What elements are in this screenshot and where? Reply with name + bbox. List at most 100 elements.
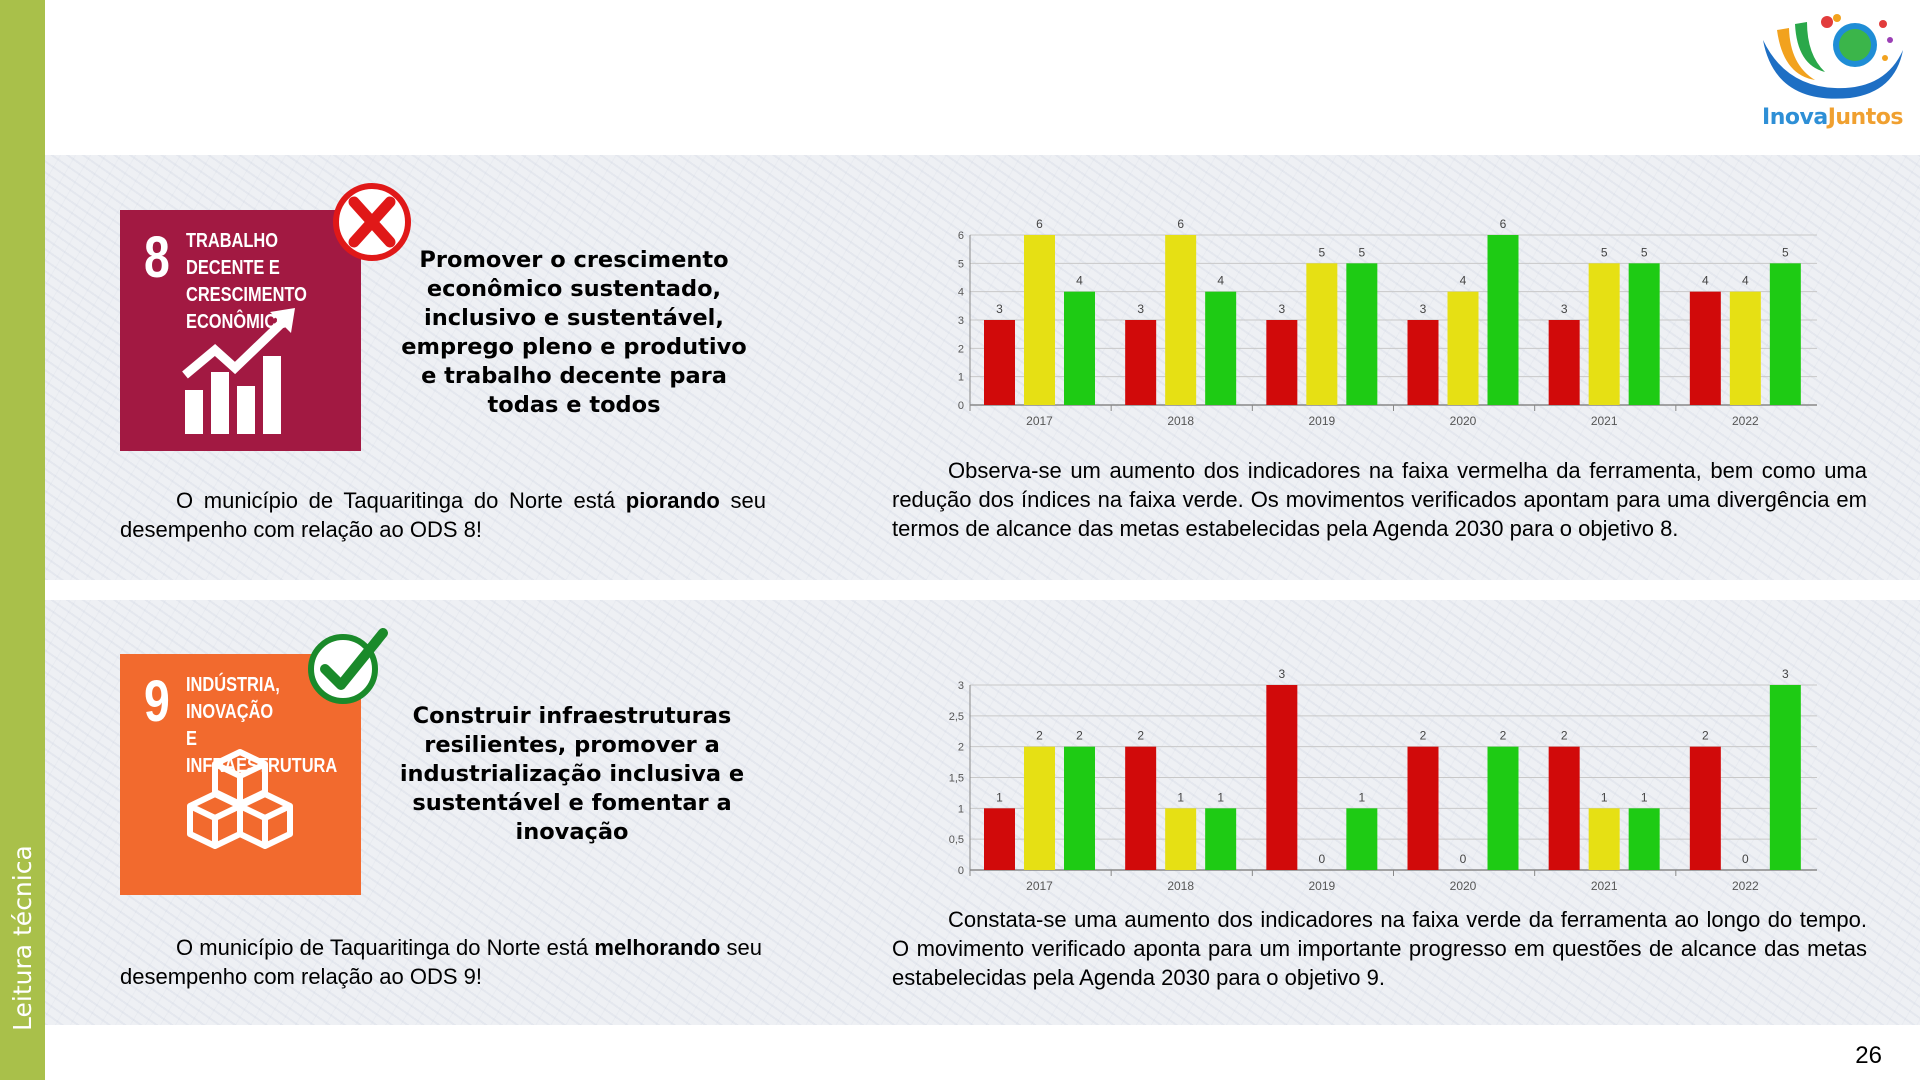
data-label: 3	[996, 302, 1003, 316]
data-label: 1	[996, 790, 1003, 804]
y-tick-label: 5	[958, 258, 964, 270]
x-tick-label: 2017	[1026, 879, 1053, 893]
cubes-icon	[187, 749, 293, 849]
data-label: 0	[1742, 852, 1749, 866]
ods8-analysis-text: Observa-se um aumento dos indicadores na…	[892, 458, 1867, 541]
y-tick-label: 6	[958, 230, 964, 242]
ods9-summary-post: seu desempenho com relação ao ODS 9!	[120, 935, 762, 989]
sidebar-label: Leitura técnica	[8, 845, 37, 1031]
bar	[1729, 291, 1761, 405]
x-tick-label: 2020	[1450, 879, 1477, 893]
bar	[1588, 808, 1620, 870]
growth-chart-icon	[182, 308, 295, 434]
data-label: 3	[1782, 667, 1789, 681]
bar	[1588, 263, 1620, 405]
data-label: 4	[1460, 274, 1467, 288]
data-label: 0	[1460, 852, 1467, 866]
ods9-analysis-text: Constata-se uma aumento dos indicadores …	[892, 907, 1867, 990]
y-tick-label: 0	[958, 865, 964, 877]
ods8-summary-bold: piorando	[625, 488, 720, 513]
bar	[1628, 808, 1660, 870]
sidebar: Leitura técnica	[0, 0, 45, 1080]
bar	[1024, 746, 1055, 870]
data-label: 1	[1358, 790, 1365, 804]
bar	[1266, 320, 1298, 405]
bar	[1769, 685, 1801, 870]
bar	[1346, 808, 1378, 870]
green-check-icon	[308, 628, 388, 704]
x-tick-label: 2018	[1167, 414, 1194, 428]
sdg9-number: 9	[144, 669, 170, 734]
bar	[1407, 320, 1439, 405]
y-tick-label: 1	[958, 372, 964, 384]
bar	[1165, 235, 1197, 405]
ods8-summary-pre: O município de Taquaritinga do Norte est…	[176, 488, 626, 513]
data-label: 2	[1036, 729, 1043, 743]
data-label: 4	[1217, 274, 1224, 288]
bar	[1205, 291, 1237, 405]
data-label: 4	[1742, 274, 1749, 288]
bar	[1487, 746, 1519, 870]
data-label: 6	[1500, 217, 1507, 231]
bar	[1548, 320, 1580, 405]
data-label: 1	[1641, 790, 1648, 804]
data-label: 3	[1420, 302, 1427, 316]
x-tick-label: 2019	[1308, 879, 1335, 893]
sdg8-tile: 8 TRABALHO DECENTE E CRESCIMENTO ECONÔMI…	[120, 210, 361, 451]
x-tick-label: 2018	[1167, 879, 1194, 893]
x-tick-label: 2022	[1732, 414, 1759, 428]
ods9-summary-pre: O município de Taquaritinga do Norte est…	[176, 935, 595, 960]
bar	[1769, 263, 1801, 405]
ods8-analysis: Observa-se um aumento dos indicadores na…	[892, 456, 1867, 543]
data-label: 5	[1782, 245, 1789, 259]
data-label: 2	[1500, 729, 1507, 743]
bar	[1548, 746, 1580, 870]
bar	[1064, 291, 1095, 405]
bar	[1306, 263, 1338, 405]
bar	[1447, 291, 1479, 405]
ods8-bar-chart: 0 1 2 3 4 5 6 3 6 4 2017 3 6 4 2018 3 5 5 2019 3 4 6 2020 3 5 5 20…	[958, 217, 1817, 428]
x-tick-label: 2019	[1308, 414, 1335, 428]
data-label: 5	[1318, 245, 1325, 259]
data-label: 3	[1137, 302, 1144, 316]
ods8-goal-text: Promover o crescimento econômico sustent…	[401, 247, 747, 418]
inova-juntos-logo: InovaJuntos	[1755, 10, 1910, 135]
bar	[1689, 291, 1721, 405]
bar	[1407, 746, 1439, 870]
bar	[984, 808, 1015, 870]
y-tick-label: 3	[958, 680, 964, 692]
y-tick-label: 2	[958, 742, 964, 754]
y-tick-label: 4	[958, 287, 964, 299]
bar	[1125, 320, 1157, 405]
bar	[1689, 746, 1721, 870]
x-tick-label: 2017	[1026, 414, 1053, 428]
bar	[1205, 808, 1237, 870]
y-tick-label: 1	[958, 803, 964, 815]
data-label: 0	[1318, 852, 1325, 866]
red-x-icon	[333, 183, 411, 261]
data-label: 1	[1217, 790, 1224, 804]
ods9-summary: O município de Taquaritinga do Norte est…	[120, 933, 762, 991]
sdg8-title: TRABALHO DECENTE E CRESCIMENTO ECONÔMICO	[186, 230, 307, 333]
x-tick-label: 2020	[1450, 414, 1477, 428]
bar	[1266, 685, 1298, 870]
y-tick-label: 0	[958, 400, 964, 412]
data-label: 5	[1641, 245, 1648, 259]
ods9-summary-bold: melhorando	[594, 935, 721, 960]
ods8-summary-post: seu desempenho com relação ao ODS 8!	[120, 488, 766, 542]
data-label: 2	[1137, 729, 1144, 743]
data-label: 1	[1177, 790, 1184, 804]
x-tick-label: 2021	[1591, 879, 1618, 893]
ods9-goal-text: Construir infraestruturas resilientes, p…	[399, 703, 745, 845]
data-label: 3	[1278, 302, 1285, 316]
data-label: 4	[1702, 274, 1709, 288]
bar	[1024, 235, 1055, 405]
ods9-analysis: Constata-se uma aumento dos indicadores …	[892, 905, 1867, 992]
y-tick-label: 0,5	[949, 834, 964, 846]
data-label: 5	[1358, 245, 1365, 259]
y-tick-label: 2	[958, 343, 964, 355]
data-label: 4	[1076, 274, 1083, 288]
y-tick-label: 2,5	[949, 711, 964, 723]
ods8-summary: O município de Taquaritinga do Norte est…	[120, 486, 766, 544]
